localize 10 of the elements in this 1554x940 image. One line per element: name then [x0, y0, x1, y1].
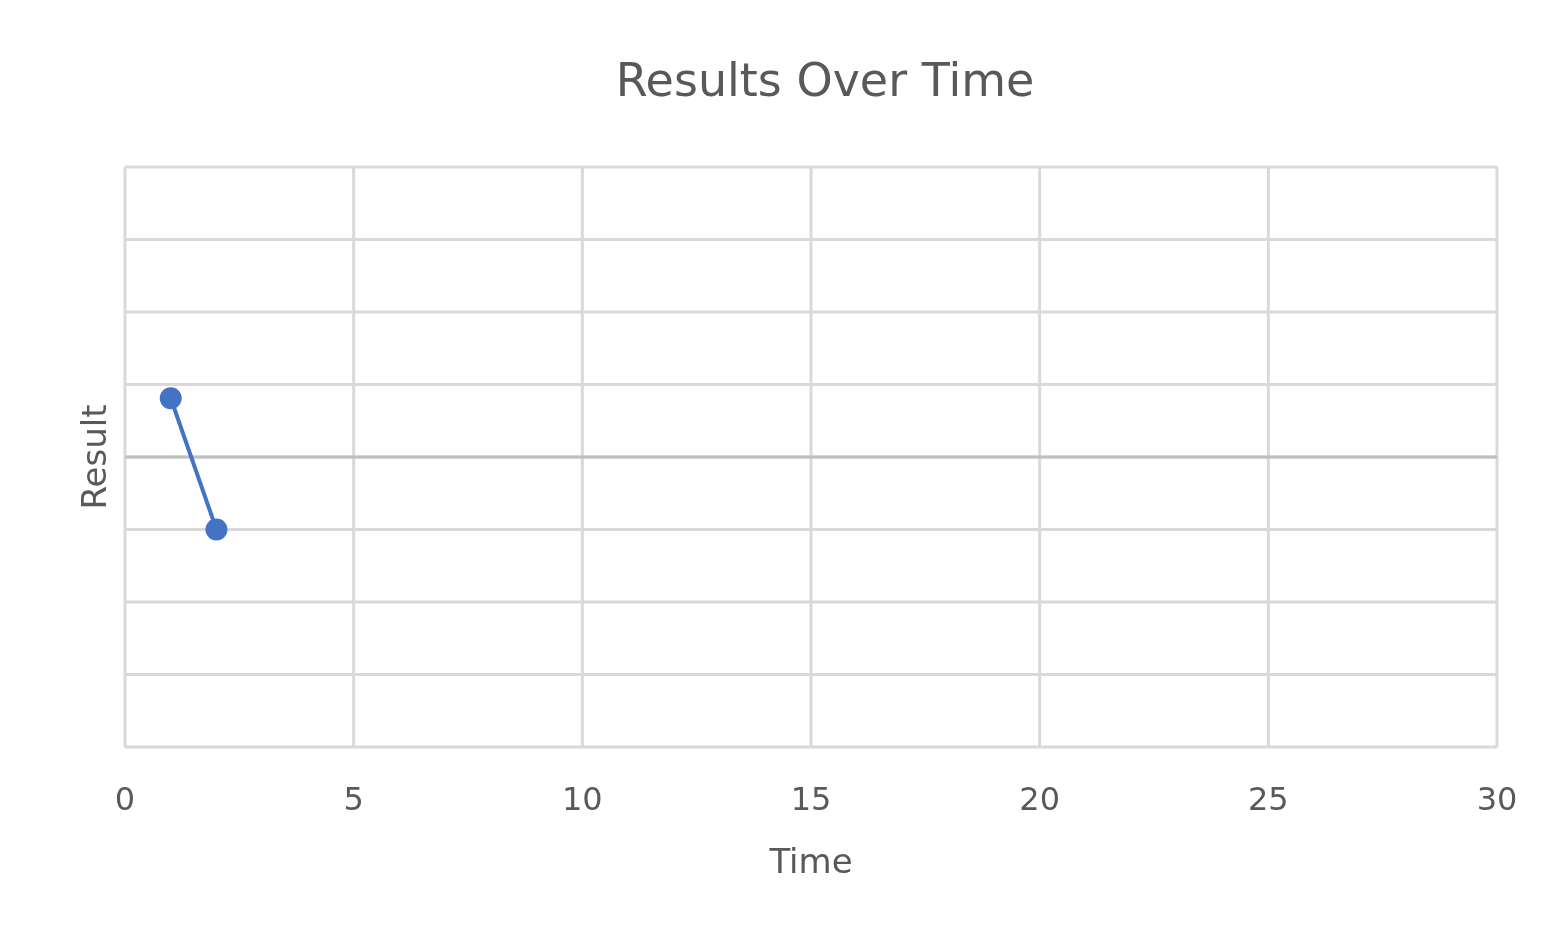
x-tick-label: 20 — [1019, 780, 1061, 818]
x-tick-label: 5 — [343, 780, 364, 818]
x-tick-label: 0 — [114, 780, 136, 818]
x-tick-label: 25 — [1247, 780, 1289, 818]
x-tick-label: 10 — [561, 780, 603, 818]
x-tick-label: 15 — [790, 780, 832, 818]
chart-title: Results Over Time — [615, 53, 1035, 107]
y-axis-title: Result — [74, 404, 114, 510]
x-tick-label: 30 — [1476, 780, 1518, 818]
x-axis-title: Time — [768, 841, 853, 881]
